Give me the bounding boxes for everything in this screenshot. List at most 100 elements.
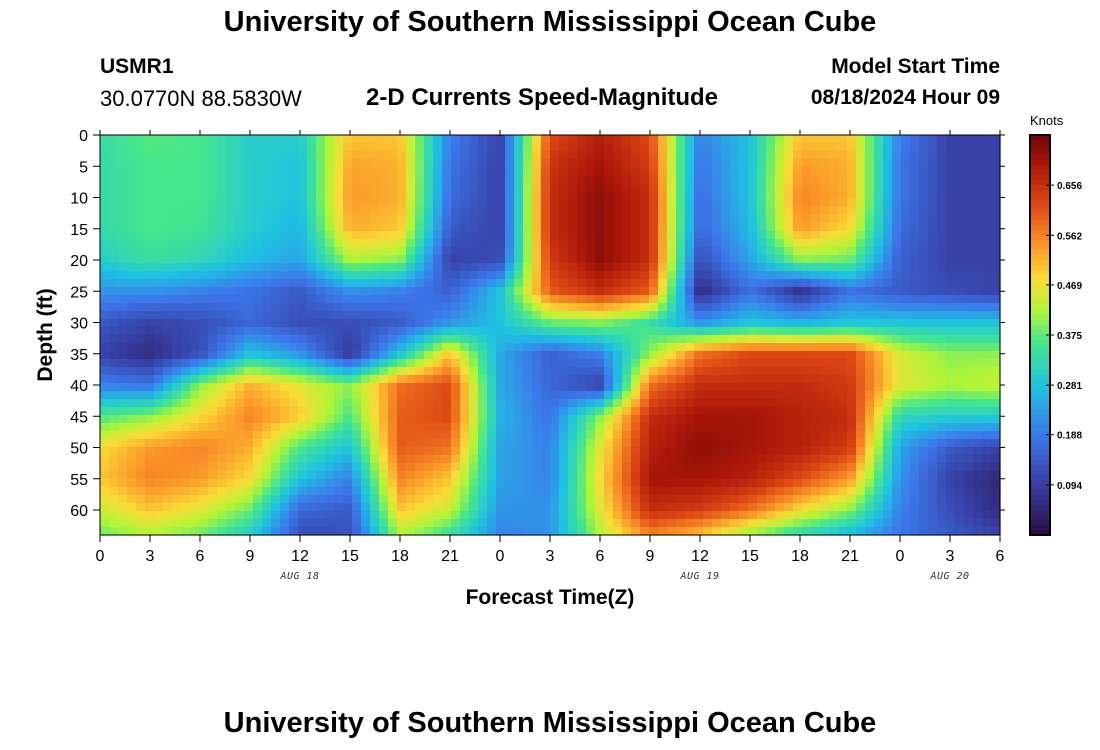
- heatmap-cell: [262, 455, 272, 464]
- heatmap-cell: [586, 303, 596, 312]
- heatmap-cell: [838, 343, 848, 352]
- heatmap-cell: [442, 343, 452, 352]
- heatmap-cell: [199, 143, 209, 152]
- heatmap-cell: [775, 455, 785, 464]
- heatmap-cell: [649, 439, 659, 448]
- heatmap-cell: [937, 431, 947, 440]
- heatmap-cell: [874, 479, 884, 488]
- heatmap-cell: [136, 295, 146, 304]
- heatmap-cell: [406, 527, 416, 536]
- heatmap-cell: [739, 239, 749, 248]
- heatmap-cell: [865, 511, 875, 520]
- heatmap-cell: [568, 391, 578, 400]
- heatmap-cell: [991, 271, 1001, 280]
- heatmap-cell: [469, 239, 479, 248]
- heatmap-cell: [226, 239, 236, 248]
- heatmap-cell: [901, 487, 911, 496]
- heatmap-cell: [964, 519, 974, 528]
- heatmap-cell: [757, 455, 767, 464]
- heatmap-cell: [334, 239, 344, 248]
- heatmap-cell: [118, 343, 128, 352]
- heatmap-cell: [271, 263, 281, 272]
- heatmap-cell: [316, 303, 326, 312]
- heatmap-cell: [721, 199, 731, 208]
- heatmap-cell: [622, 327, 632, 336]
- heatmap-cell: [784, 391, 794, 400]
- heatmap-cell: [640, 487, 650, 496]
- heatmap-cell: [640, 295, 650, 304]
- heatmap-cell: [442, 527, 452, 536]
- heatmap-cell: [937, 295, 947, 304]
- heatmap-cell: [163, 311, 173, 320]
- heatmap-cell: [757, 503, 767, 512]
- heatmap-cell: [190, 407, 200, 416]
- heatmap-cell: [739, 519, 749, 528]
- heatmap-cell: [334, 263, 344, 272]
- heatmap-cell: [982, 151, 992, 160]
- heatmap-cell: [541, 327, 551, 336]
- heatmap-cell: [298, 271, 308, 280]
- heatmap-cell: [604, 311, 614, 320]
- heatmap-cell: [865, 423, 875, 432]
- heatmap-cell: [469, 383, 479, 392]
- heatmap-cell: [775, 207, 785, 216]
- heatmap-cell: [136, 215, 146, 224]
- heatmap-cell: [712, 143, 722, 152]
- heatmap-cell: [154, 487, 164, 496]
- heatmap-cell: [460, 311, 470, 320]
- heatmap-cell: [919, 439, 929, 448]
- heatmap-cell: [460, 319, 470, 328]
- heatmap-cell: [667, 335, 677, 344]
- heatmap-cell: [910, 463, 920, 472]
- heatmap-cell: [253, 255, 263, 264]
- heatmap-cell: [361, 295, 371, 304]
- heatmap-cell: [766, 495, 776, 504]
- heatmap-cell: [919, 511, 929, 520]
- heatmap-cell: [316, 143, 326, 152]
- heatmap-cell: [217, 287, 227, 296]
- heatmap-cell: [523, 191, 533, 200]
- heatmap-cell: [685, 255, 695, 264]
- heatmap-cell: [325, 215, 335, 224]
- heatmap-cell: [892, 159, 902, 168]
- heatmap-cell: [307, 343, 317, 352]
- heatmap-cell: [982, 191, 992, 200]
- heatmap-cell: [622, 455, 632, 464]
- heatmap-cell: [496, 519, 506, 528]
- heatmap-cell: [532, 207, 542, 216]
- heatmap-cell: [343, 311, 353, 320]
- heatmap-cell: [370, 527, 380, 536]
- heatmap-cell: [145, 495, 155, 504]
- heatmap-cell: [163, 375, 173, 384]
- heatmap-cell: [658, 455, 668, 464]
- heatmap-cell: [901, 351, 911, 360]
- heatmap-cell: [649, 247, 659, 256]
- heatmap-cell: [676, 471, 686, 480]
- heatmap-cell: [658, 407, 668, 416]
- heatmap-cell: [532, 311, 542, 320]
- heatmap-cell: [649, 447, 659, 456]
- heatmap-cell: [901, 439, 911, 448]
- heatmap-cell: [964, 151, 974, 160]
- heatmap-cell: [685, 319, 695, 328]
- heatmap-cell: [235, 311, 245, 320]
- heatmap-cell: [145, 135, 155, 144]
- heatmap-cell: [685, 199, 695, 208]
- heatmap-cell: [973, 199, 983, 208]
- heatmap-cell: [451, 255, 461, 264]
- heatmap-cell: [883, 239, 893, 248]
- heatmap-cell: [145, 399, 155, 408]
- heatmap-cell: [271, 439, 281, 448]
- heatmap-cell: [811, 271, 821, 280]
- heatmap-cell: [748, 519, 758, 528]
- heatmap-cell: [325, 311, 335, 320]
- heatmap-cell: [730, 327, 740, 336]
- heatmap-cell: [721, 151, 731, 160]
- heatmap-cell: [424, 231, 434, 240]
- heatmap-cell: [253, 263, 263, 272]
- heatmap-cell: [334, 335, 344, 344]
- heatmap-cell: [442, 463, 452, 472]
- heatmap-cell: [604, 503, 614, 512]
- heatmap-cell: [712, 215, 722, 224]
- heatmap-cell: [991, 447, 1001, 456]
